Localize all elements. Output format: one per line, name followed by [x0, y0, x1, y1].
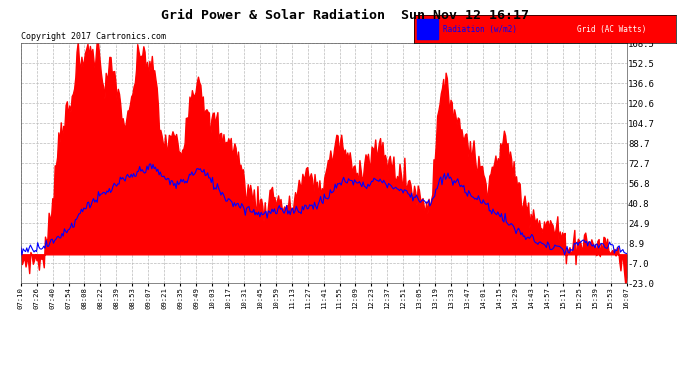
- Text: Copyright 2017 Cartronics.com: Copyright 2017 Cartronics.com: [21, 32, 166, 41]
- Text: Radiation (w/m2): Radiation (w/m2): [443, 25, 517, 34]
- Text: Grid (AC Watts): Grid (AC Watts): [577, 25, 646, 34]
- Text: Grid Power & Solar Radiation  Sun Nov 12 16:17: Grid Power & Solar Radiation Sun Nov 12 …: [161, 9, 529, 22]
- Bar: [417, 19, 437, 39]
